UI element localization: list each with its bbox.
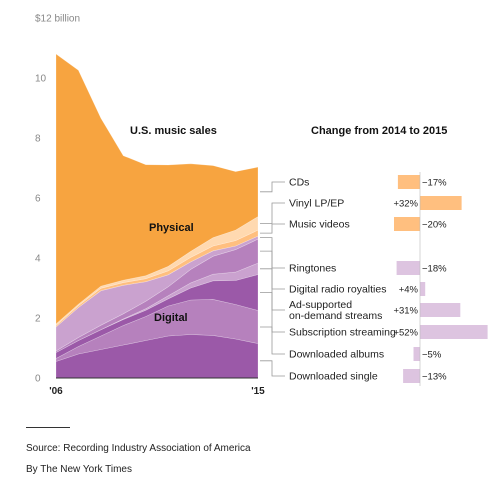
leader-ad-supported-on-demand-streams [260, 268, 285, 311]
category-label: CDs [289, 177, 309, 189]
footer-rule [26, 427, 70, 428]
bar-downloaded-single [403, 369, 420, 383]
category-label: Digital radio royalties [289, 284, 386, 296]
area-chart-title: U.S. music sales [130, 125, 217, 137]
bar-value-label: −17% [422, 178, 447, 189]
bar-value-label: −18% [422, 264, 447, 275]
bar-subscription-streaming [420, 325, 488, 339]
category-label: Downloaded single [289, 371, 378, 383]
bar-value-label: +4% [399, 285, 419, 296]
bar-value-label: +52% [393, 328, 418, 339]
bar-value-label: −5% [422, 350, 442, 361]
leader-digital-radio-royalties [260, 250, 285, 290]
bar-value-label: +31% [393, 306, 418, 317]
y-tick-label: 6 [35, 194, 41, 205]
stacked-areas [55, 53, 259, 379]
byline: By The New York Times [26, 464, 132, 475]
leader-cds [260, 181, 285, 193]
bar-digital-radio-royalties [420, 282, 426, 296]
bar-ad-supported-on-demand-streams [420, 303, 461, 317]
x-axis: '06 '15 [49, 377, 265, 397]
category-label: Ringtones [289, 263, 336, 275]
category-label: Vinyl LP/EP [289, 198, 344, 210]
bar-value-label: −13% [422, 372, 447, 383]
area-cds [55, 53, 259, 325]
category-labels: CDs Vinyl LP/EP Music videos Ringtones Digit… [289, 177, 396, 383]
bar-vinyl-lp-ep [420, 196, 462, 210]
y-tick-label: 8 [35, 134, 41, 145]
digital-area-label: Digital [154, 312, 188, 324]
area-digital-radio-royalties [55, 238, 259, 354]
source-note: Source: Recording Industry Association o… [26, 443, 251, 454]
y-tick-label: 10 [35, 74, 47, 85]
chart-titles: U.S. music sales Change from 2014 to 201… [130, 125, 447, 324]
physical-area-label: Physical [149, 222, 194, 234]
leader-downloaded-albums [260, 326, 285, 355]
category-label: Ad-supported [289, 299, 352, 311]
leader-music-videos [260, 223, 285, 234]
bar-ringtones [396, 261, 420, 275]
bar-chart-title: Change from 2014 to 2015 [311, 125, 447, 137]
category-label: Downloaded albums [289, 349, 384, 361]
leader-downloaded-single [260, 360, 285, 377]
y-tick-label: 4 [35, 254, 41, 265]
bar-downloaded-albums [413, 347, 420, 361]
y-tick-label: 2 [35, 314, 41, 325]
area-ad-supported-on-demand-streams [55, 262, 259, 353]
area-ringtones [55, 235, 259, 352]
leader-subscription-streaming [260, 292, 285, 333]
category-label: Music videos [289, 219, 350, 231]
music-sales-chart: 0 2 4 6 8 10 $12 billion '06 '15 U.S. music sal… [35, 14, 488, 397]
change-bars: −17% +32% −20% −18%+4% +31% +52% −5% −13% [393, 172, 488, 386]
y-tick-label: $12 billion [35, 14, 80, 25]
x-tick-label: '15 [251, 386, 265, 397]
category-label: on-demand streams [289, 310, 382, 322]
bar-cds [397, 175, 420, 189]
bar-value-label: +32% [393, 199, 418, 210]
bar-value-label: −20% [422, 220, 447, 231]
bar-music-videos [394, 217, 420, 231]
leader-lines [260, 181, 285, 377]
x-tick-label: '06 [49, 386, 63, 397]
leader-ringtones [260, 237, 285, 269]
y-tick-label: 0 [35, 374, 41, 385]
y-axis: 0 2 4 6 8 10 $12 billion [35, 14, 80, 385]
category-label: Subscription streaming [289, 327, 396, 339]
leader-vinyl-lp-ep [260, 202, 285, 224]
